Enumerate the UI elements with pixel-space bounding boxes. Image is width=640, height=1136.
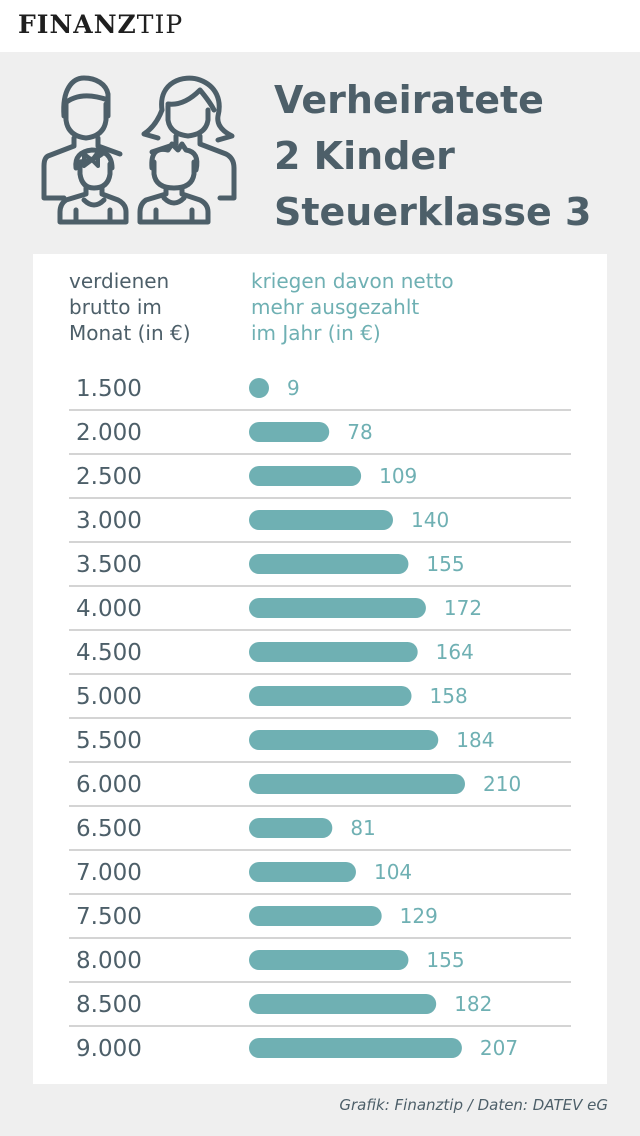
- column-header-net: kriegen davon netto mehr ausgezahlt im J…: [251, 268, 454, 346]
- bar: [249, 422, 330, 442]
- bar: [249, 642, 418, 662]
- bar: [249, 554, 409, 574]
- title-line-2: 2 Kinder: [274, 134, 455, 178]
- value-label: 182: [454, 992, 492, 1016]
- column-header-net-line: kriegen davon netto: [251, 269, 454, 293]
- bar-chart: 1.500 9 2.000 78 2.500 109 3.000 140 3.500 155 4.0…: [69, 376, 571, 1062]
- value-label: 155: [426, 552, 464, 576]
- bar: [249, 950, 409, 970]
- brand-part-2: TIP: [136, 10, 184, 39]
- bar: [249, 510, 393, 530]
- category-label: 3.500: [76, 552, 142, 578]
- category-label: 5.500: [76, 728, 142, 754]
- bar: [249, 730, 439, 750]
- value-label: 78: [347, 420, 372, 444]
- value-label: 207: [480, 1036, 518, 1060]
- bar: [249, 1038, 462, 1058]
- category-label: 4.500: [76, 640, 142, 666]
- title-line-1: Verheiratete: [274, 78, 544, 122]
- column-header-gross-line: Monat (in €): [69, 321, 191, 345]
- category-label: 2.500: [76, 464, 142, 490]
- brand-part-1: FINANZ: [18, 10, 137, 39]
- bar: [249, 686, 412, 706]
- value-label: 104: [374, 860, 412, 884]
- category-label: 9.000: [76, 1036, 142, 1062]
- bar: [249, 862, 356, 882]
- source-credit: Grafik: Finanztip / Daten: DATEV eG: [339, 1096, 608, 1114]
- bar: [249, 774, 465, 794]
- category-label: 8.000: [76, 948, 142, 974]
- chart-title: Verheiratete 2 Kinder Steuerklasse 3: [274, 72, 592, 240]
- category-label: 6.500: [76, 816, 142, 842]
- bar: [249, 378, 269, 398]
- top-bar: FINANZTIP: [0, 0, 640, 52]
- category-label: 4.000: [76, 596, 142, 622]
- category-label: 5.000: [76, 684, 142, 710]
- column-header-gross-line: verdienen: [69, 269, 170, 293]
- category-label: 3.000: [76, 508, 142, 534]
- category-label: 7.000: [76, 860, 142, 886]
- title-line-3: Steuerklasse 3: [274, 190, 592, 234]
- value-label: 158: [430, 684, 468, 708]
- category-label: 8.500: [76, 992, 142, 1018]
- bar: [249, 994, 437, 1014]
- value-label: 109: [379, 464, 417, 488]
- category-label: 2.000: [76, 420, 142, 446]
- value-label: 9: [287, 376, 300, 400]
- column-header-gross: verdienen brutto im Monat (in €): [69, 268, 191, 346]
- category-label: 7.500: [76, 904, 142, 930]
- bar: [249, 598, 426, 618]
- category-label: 1.500: [76, 376, 142, 402]
- family-icon: [41, 75, 237, 225]
- value-label: 184: [456, 728, 494, 752]
- value-label: 164: [436, 640, 474, 664]
- value-label: 129: [400, 904, 438, 928]
- brand-logo: FINANZTIP: [18, 10, 183, 39]
- column-header-net-line: mehr ausgezahlt: [251, 295, 420, 319]
- category-label: 6.000: [76, 772, 142, 798]
- column-header-net-line: im Jahr (in €): [251, 321, 381, 345]
- bar: [249, 818, 333, 838]
- value-label: 81: [350, 816, 375, 840]
- column-header-gross-line: brutto im: [69, 295, 162, 319]
- value-label: 140: [411, 508, 449, 532]
- bar: [249, 466, 362, 486]
- value-label: 155: [426, 948, 464, 972]
- value-label: 210: [483, 772, 521, 796]
- chart-card: verdienen brutto im Monat (in €) kriegen…: [33, 254, 607, 1084]
- value-label: 172: [444, 596, 482, 620]
- bar: [249, 906, 382, 926]
